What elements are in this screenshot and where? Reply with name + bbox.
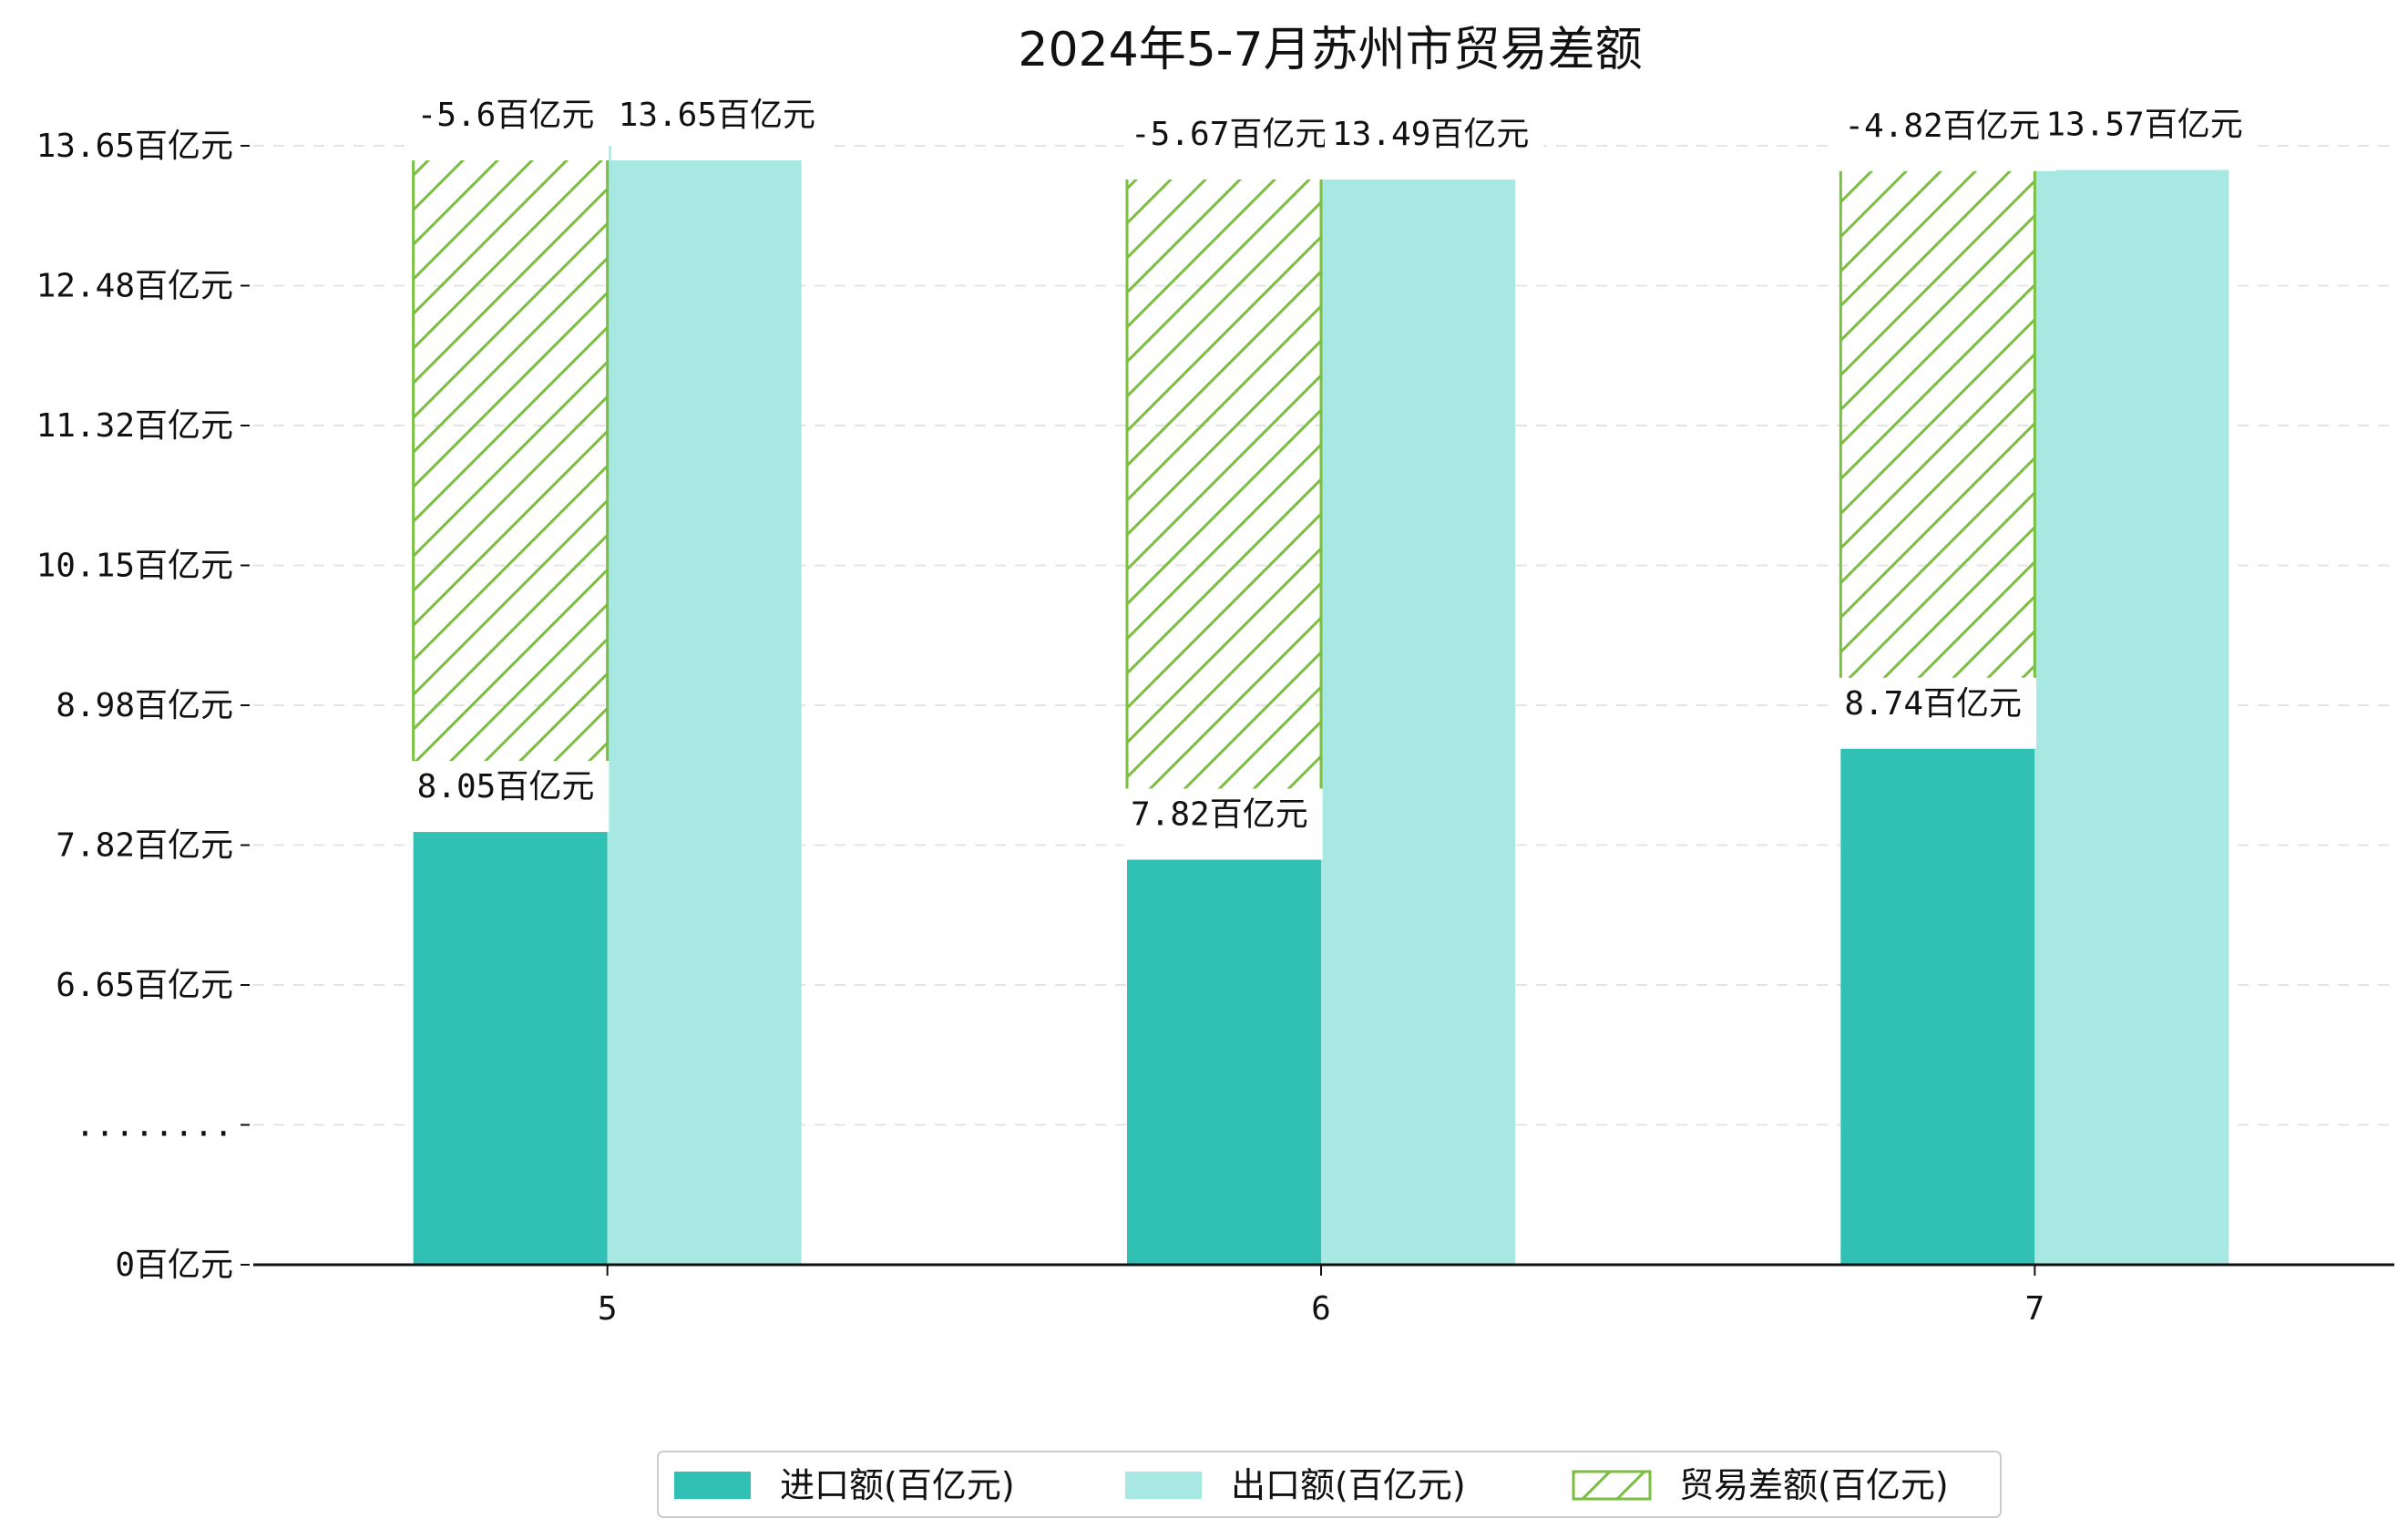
data-label-export: 13.49百亿元 <box>1332 116 1529 153</box>
bar-import <box>1840 734 2035 1265</box>
data-label-trade-balance: -4.82百亿元 <box>1844 108 2041 145</box>
legend-box <box>657 1451 2002 1518</box>
bar-trade-balance <box>412 144 610 819</box>
bar-trade-balance <box>1839 155 2036 736</box>
data-label-export: 13.65百亿元 <box>619 97 815 134</box>
data-label-export-bg <box>1325 108 1544 180</box>
y-tick-label: 8.98百亿元 <box>56 687 233 724</box>
data-label-import-bg <box>1837 677 2037 749</box>
data-label-export-bg <box>2038 98 2258 170</box>
data-label-trade-balance: -5.6百亿元 <box>417 97 595 134</box>
legend-swatch <box>1572 1470 1652 1501</box>
data-label-import-bg <box>1123 788 1323 860</box>
data-label-import-bg <box>409 761 610 833</box>
data-label-trade-balance-bg <box>1123 108 1343 180</box>
legend-swatch <box>674 1472 751 1499</box>
y-tick-label: 12.48百亿元 <box>36 268 233 305</box>
legend-swatch <box>1125 1472 1202 1499</box>
legend-label: 出口额(百亿元) <box>1231 1465 1466 1505</box>
bars-layer <box>412 144 2229 1265</box>
bar-export <box>607 146 802 1265</box>
axes-layer: 0百亿元........ 6.65百亿元 7.82百亿元 8.98百亿元 10.15百亿… <box>36 128 2394 1328</box>
data-label-trade-balance-bg <box>409 89 610 160</box>
y-tick-label: 13.65百亿元 <box>36 128 233 165</box>
x-tick-label: 7 <box>2024 1290 2044 1328</box>
data-label-import: 8.74百亿元 <box>1844 685 2022 723</box>
y-tick-label: 0百亿元 <box>115 1247 233 1284</box>
legend-label: 贸易差额(百亿元) <box>1679 1465 1949 1505</box>
data-label-export: 13.57百亿元 <box>2045 106 2242 143</box>
chart-title: 2024年5-7月苏州市贸易差额 <box>1018 23 1642 77</box>
legend-label: 进口额(百亿元) <box>780 1465 1015 1505</box>
bar-export <box>2034 155 2229 1265</box>
x-tick-label: 6 <box>1311 1290 1331 1328</box>
bar-trade-balance <box>1125 163 1323 846</box>
data-label-import: 7.82百亿元 <box>1131 796 1308 834</box>
bar-import <box>1127 845 1321 1265</box>
data-label-trade-balance-bg <box>1837 99 2056 171</box>
y-tick-label: 11.32百亿元 <box>36 407 233 445</box>
y-tick-label: 7.82百亿元 <box>56 827 233 865</box>
legend: 进口额(百亿元) 出口额(百亿元) 贸易差额(百亿元) <box>657 1451 2002 1518</box>
labels-layer: -5.6百亿元 13.65百亿元 8.05百亿元 -5.67百亿元 13.49百亿元 7.… <box>409 89 2258 860</box>
data-label-import: 8.05百亿元 <box>417 768 595 805</box>
data-label-trade-balance: -5.67百亿元 <box>1131 116 1327 153</box>
bar-import <box>413 817 608 1265</box>
bar-export <box>1321 164 1515 1265</box>
data-label-export-bg <box>610 89 831 160</box>
y-tick-label: 10.15百亿元 <box>36 548 233 585</box>
y-tick-label: 6.65百亿元 <box>56 967 233 1004</box>
y-tick-label: ........ <box>76 1107 233 1144</box>
x-tick-label: 5 <box>598 1290 618 1328</box>
